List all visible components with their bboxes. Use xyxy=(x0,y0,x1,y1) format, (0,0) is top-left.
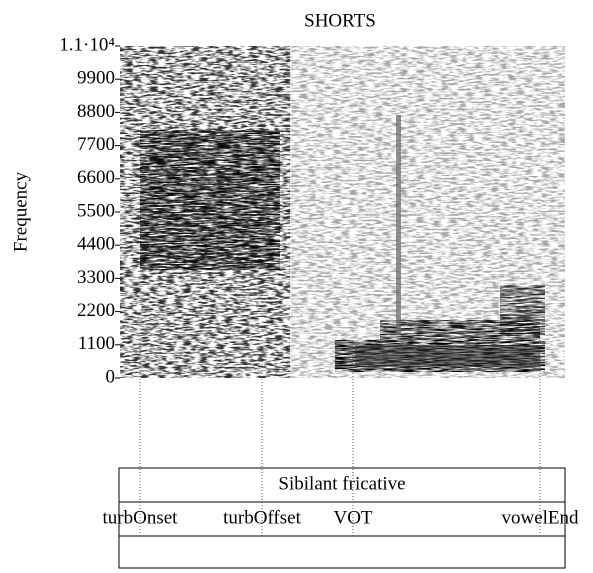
y-tick-label: 1100 xyxy=(78,333,115,354)
y-tick-label: 4400 xyxy=(77,234,115,255)
point-label: vowelEnd xyxy=(501,507,579,528)
point-label: VOT xyxy=(333,507,372,528)
chart: SHORTS Frequency 0 1100 2200 3300 4400 5500 66… xyxy=(0,0,593,573)
y-tick-label: 9900 xyxy=(77,68,115,89)
y-axis-label: Frequency xyxy=(10,171,31,252)
y-tick-label: 0 xyxy=(106,366,116,387)
y-tick-label: 5500 xyxy=(77,200,115,221)
point-label: turbOnset xyxy=(103,507,179,528)
y-tick-label: 7700 xyxy=(77,134,115,155)
y-tick-label: 8800 xyxy=(77,101,115,122)
interval-label: Sibilant fricative xyxy=(278,473,405,494)
y-tick-label: 1.1·10⁴ xyxy=(59,34,115,55)
y-tick-label: 6600 xyxy=(77,167,115,188)
point-label: turbOffset xyxy=(223,507,301,528)
y-tick-label: 2200 xyxy=(77,300,115,321)
y-tick-label: 3300 xyxy=(77,267,115,288)
chart-title: SHORTS xyxy=(304,10,376,31)
spectrogram xyxy=(120,46,565,378)
